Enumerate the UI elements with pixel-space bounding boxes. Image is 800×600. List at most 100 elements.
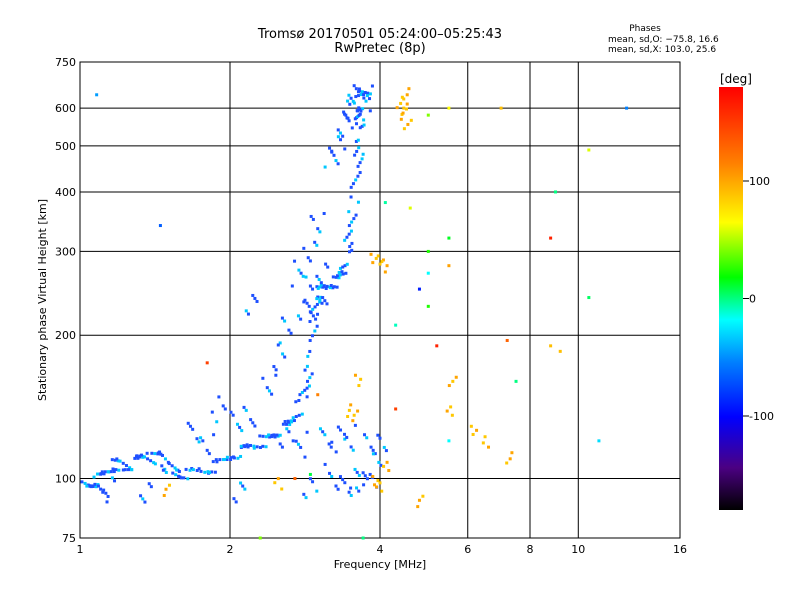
data-point <box>190 467 194 471</box>
data-point <box>296 314 300 318</box>
data-point <box>308 477 312 481</box>
data-point <box>287 328 291 332</box>
data-point <box>318 298 322 302</box>
data-point <box>351 448 355 452</box>
data-point <box>374 256 378 260</box>
data-point <box>99 487 103 491</box>
data-point <box>553 190 557 194</box>
data-point <box>587 148 591 152</box>
data-point <box>315 243 319 247</box>
data-point <box>354 213 358 217</box>
data-point <box>239 454 243 458</box>
x-axis-ticks: 1 2 4 6 8 10 16 <box>77 543 688 556</box>
data-point <box>308 259 312 263</box>
data-point <box>232 456 236 460</box>
y-tick-label: 500 <box>55 140 76 153</box>
data-point <box>160 453 164 457</box>
data-point <box>210 470 214 474</box>
data-point <box>505 338 509 342</box>
data-point <box>207 452 211 456</box>
data-point <box>100 470 104 474</box>
data-point <box>321 430 325 434</box>
data-point <box>363 474 367 478</box>
data-point <box>426 304 430 308</box>
data-point <box>274 368 278 372</box>
data-point <box>355 470 359 474</box>
data-point <box>508 457 512 461</box>
data-point <box>361 107 365 111</box>
data-point <box>341 265 345 269</box>
data-point <box>309 214 313 218</box>
data-point <box>343 481 347 485</box>
data-point <box>300 412 304 416</box>
data-point <box>94 485 98 489</box>
data-point <box>353 373 357 377</box>
data-point <box>225 458 229 462</box>
data-point <box>364 99 368 103</box>
data-point <box>379 463 383 467</box>
data-point <box>358 112 362 116</box>
data-point <box>351 182 355 186</box>
data-point <box>308 376 312 380</box>
data-point <box>298 393 302 397</box>
y-tick-label: 600 <box>55 102 76 115</box>
data-point <box>399 117 403 121</box>
data-point <box>199 469 203 473</box>
data-point <box>347 408 351 412</box>
data-point <box>147 482 151 486</box>
data-point <box>339 138 343 142</box>
data-point <box>408 206 412 210</box>
data-point <box>358 126 362 130</box>
data-point <box>184 467 188 471</box>
data-point <box>363 433 367 437</box>
data-point <box>229 456 233 460</box>
x-tick-label: 4 <box>377 543 384 556</box>
data-point <box>223 457 227 461</box>
data-point <box>360 124 364 128</box>
data-point <box>369 445 373 449</box>
data-point <box>445 409 449 413</box>
data-point <box>205 448 209 452</box>
data-point <box>362 123 366 127</box>
data-point <box>341 478 345 482</box>
data-point <box>308 349 312 353</box>
data-point <box>323 433 327 437</box>
data-point <box>340 270 344 274</box>
data-point <box>332 153 336 157</box>
data-point <box>339 428 343 432</box>
data-point <box>141 455 145 459</box>
data-point <box>348 102 352 106</box>
data-point <box>328 471 332 475</box>
data-point <box>310 372 314 376</box>
data-point <box>309 311 313 315</box>
data-point <box>302 492 306 496</box>
data-point <box>311 334 315 338</box>
data-point <box>376 433 380 437</box>
data-point <box>294 415 298 419</box>
data-point <box>319 281 323 285</box>
data-point <box>350 248 354 252</box>
data-point <box>349 195 353 199</box>
data-point <box>362 93 366 97</box>
data-point <box>311 287 315 291</box>
data-point <box>214 458 218 462</box>
data-point <box>114 468 118 472</box>
data-point <box>354 122 358 126</box>
data-point <box>186 421 190 425</box>
data-point <box>234 500 238 504</box>
data-point <box>336 128 340 132</box>
data-point <box>357 384 361 388</box>
data-point <box>283 355 287 359</box>
data-point <box>318 230 322 234</box>
data-point <box>225 455 229 459</box>
data-point <box>382 445 386 449</box>
data-point <box>426 249 430 253</box>
data-point <box>211 460 215 464</box>
data-point <box>273 435 277 439</box>
data-point <box>625 106 629 110</box>
data-point <box>321 285 325 289</box>
data-point <box>311 480 315 484</box>
data-point <box>375 485 379 489</box>
data-point <box>212 433 216 437</box>
